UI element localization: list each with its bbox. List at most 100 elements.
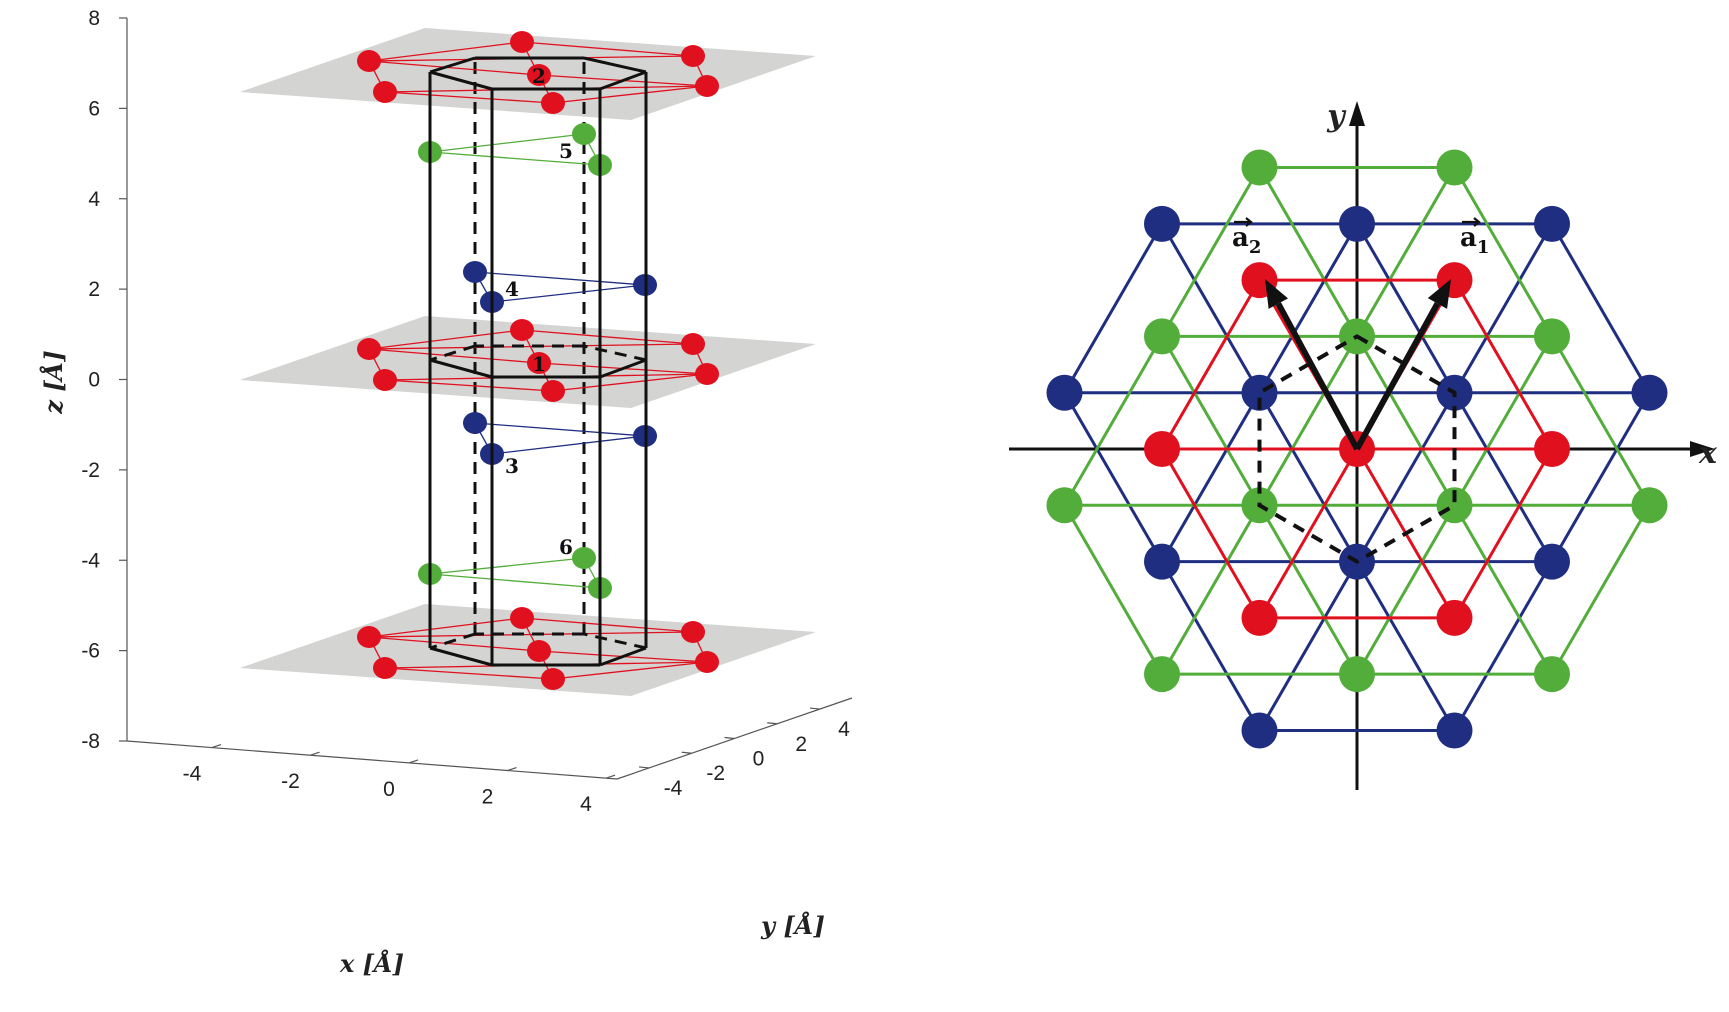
- blue-lattice-bond: [1258, 223, 1359, 394]
- blue-lattice-bond: [1063, 223, 1164, 394]
- intercalant-bond: [474, 271, 646, 286]
- carbon-atom: [357, 50, 381, 72]
- red-lattice-bond: [1160, 448, 1261, 619]
- blue-lattice-bond: [1453, 391, 1554, 563]
- prism-edge: [599, 70, 647, 91]
- green-lattice-bond: [1258, 166, 1359, 338]
- carbon-atom: [681, 333, 705, 355]
- y-tick-label: 0: [753, 748, 765, 771]
- vector-a1-arrow: [1354, 302, 1441, 451]
- y-tick: [724, 736, 735, 740]
- green-lattice-atom: [1631, 487, 1668, 524]
- y-tick: [809, 707, 821, 710]
- layer-label-l5: 5: [559, 139, 573, 163]
- red-lattice-bond: [1160, 279, 1261, 450]
- vector-a2-arrow-head-icon: [1265, 279, 1289, 309]
- green-lattice-atom: [1339, 656, 1375, 693]
- carbon-bond: [368, 41, 523, 62]
- carbon-bond: [368, 348, 540, 364]
- blue-lattice-atom: [1436, 712, 1473, 749]
- green-lattice-bond: [1550, 335, 1651, 507]
- red-lattice-atom: [1241, 599, 1278, 636]
- carbon-bond: [384, 379, 554, 392]
- green-lattice-atom: [1241, 149, 1278, 186]
- intercalant-bond: [429, 133, 585, 153]
- blue-lattice-atom: [1534, 543, 1570, 580]
- carbon-bond: [384, 91, 554, 104]
- blue-lattice-atom: [1534, 205, 1570, 242]
- prism-edge: [429, 358, 493, 379]
- carbon-atom: [357, 626, 381, 648]
- carbon-atom: [373, 369, 397, 391]
- blue-lattice-bond: [1063, 391, 1164, 563]
- left-panel-3d-structure: 8 6 4 2 0 -2 -4 -6 -8 -4 -2 0 2 4 -4 -2 0 2 4 6 3 1 4 5 2: [81, 7, 853, 816]
- x-axis-line: [126, 740, 618, 780]
- prism-hidden-edge: [429, 632, 476, 650]
- intercalant-bond: [474, 422, 646, 437]
- y-tick: [681, 751, 692, 754]
- carbon-atom: [527, 352, 551, 374]
- intercalant-bond: [429, 573, 601, 589]
- z-tick-label: -6: [81, 640, 100, 663]
- prism-edge: [599, 358, 647, 379]
- carbon-atom: [510, 607, 534, 629]
- carbon-bond: [552, 85, 708, 104]
- carbon-bond: [521, 41, 694, 57]
- z-axis-label: z [Å]: [39, 350, 68, 414]
- green-lattice-atom: [1436, 487, 1473, 524]
- carbon-bond: [368, 329, 523, 350]
- green-lattice-bond: [1355, 504, 1456, 675]
- prism-hidden-edge: [429, 344, 476, 362]
- y-tick-label: 2: [795, 733, 807, 756]
- green-lattice-bond: [1258, 504, 1359, 675]
- x-tick: [507, 766, 517, 772]
- layer-label-l4: 4: [505, 277, 519, 301]
- carbon-atom: [373, 657, 397, 679]
- carbon-bond: [552, 661, 708, 680]
- x-tick: [211, 744, 222, 749]
- x-tick: [408, 759, 419, 764]
- vector-label-a1: a1: [1460, 217, 1489, 258]
- blue-lattice-atom: [1144, 205, 1180, 242]
- carbon-atom: [695, 363, 719, 385]
- blue-lattice-bond: [1355, 223, 1456, 394]
- green-lattice-bond: [1453, 504, 1554, 675]
- blue-lattice-bond: [1550, 223, 1651, 394]
- red-lattice-bond: [1453, 279, 1554, 450]
- carbon-bond: [552, 373, 708, 392]
- green-lattice-atom: [1046, 487, 1083, 524]
- x-tick-label: 0: [383, 778, 395, 801]
- red-lattice-bond: [1258, 448, 1359, 619]
- z-tick-label: 4: [88, 188, 100, 211]
- carbon-atom: [541, 380, 565, 402]
- y-tick-label: -2: [706, 762, 725, 785]
- green-lattice-atom: [1534, 318, 1570, 355]
- y-axis-label: y [Å]: [760, 911, 825, 940]
- carbon-atom: [695, 75, 719, 97]
- intercalant-bond: [491, 284, 646, 303]
- blue-lattice-atom: [1241, 712, 1278, 749]
- x-tick-label: -4: [183, 763, 202, 786]
- y-axis-arrowhead-icon: [1349, 101, 1365, 126]
- lattice-y-label: y: [1326, 99, 1347, 134]
- blue-lattice-atom: [1144, 543, 1180, 580]
- carbon-atom: [681, 621, 705, 643]
- intercalant-atom: [572, 123, 596, 145]
- vector-a1-arrow-head-icon: [1427, 279, 1451, 309]
- y-tick-label: 4: [838, 718, 850, 741]
- blue-lattice-bond: [1355, 560, 1456, 732]
- blue-lattice-atom: [1046, 374, 1083, 411]
- x-axis-arrowhead-icon: [1690, 441, 1715, 457]
- layer-label-l1: 1: [532, 352, 546, 376]
- carbon-atom: [541, 668, 565, 690]
- lattice-x-label: x: [1698, 436, 1718, 471]
- green-lattice-atom: [1144, 318, 1180, 355]
- carbon-bond: [521, 617, 694, 633]
- y-tick-label: -4: [664, 777, 683, 800]
- x-tick: [605, 774, 616, 779]
- blue-lattice-bond: [1453, 223, 1554, 394]
- intercalant-atom: [572, 547, 596, 569]
- carbon-atom: [527, 640, 551, 662]
- x-tick-label: 4: [580, 793, 592, 816]
